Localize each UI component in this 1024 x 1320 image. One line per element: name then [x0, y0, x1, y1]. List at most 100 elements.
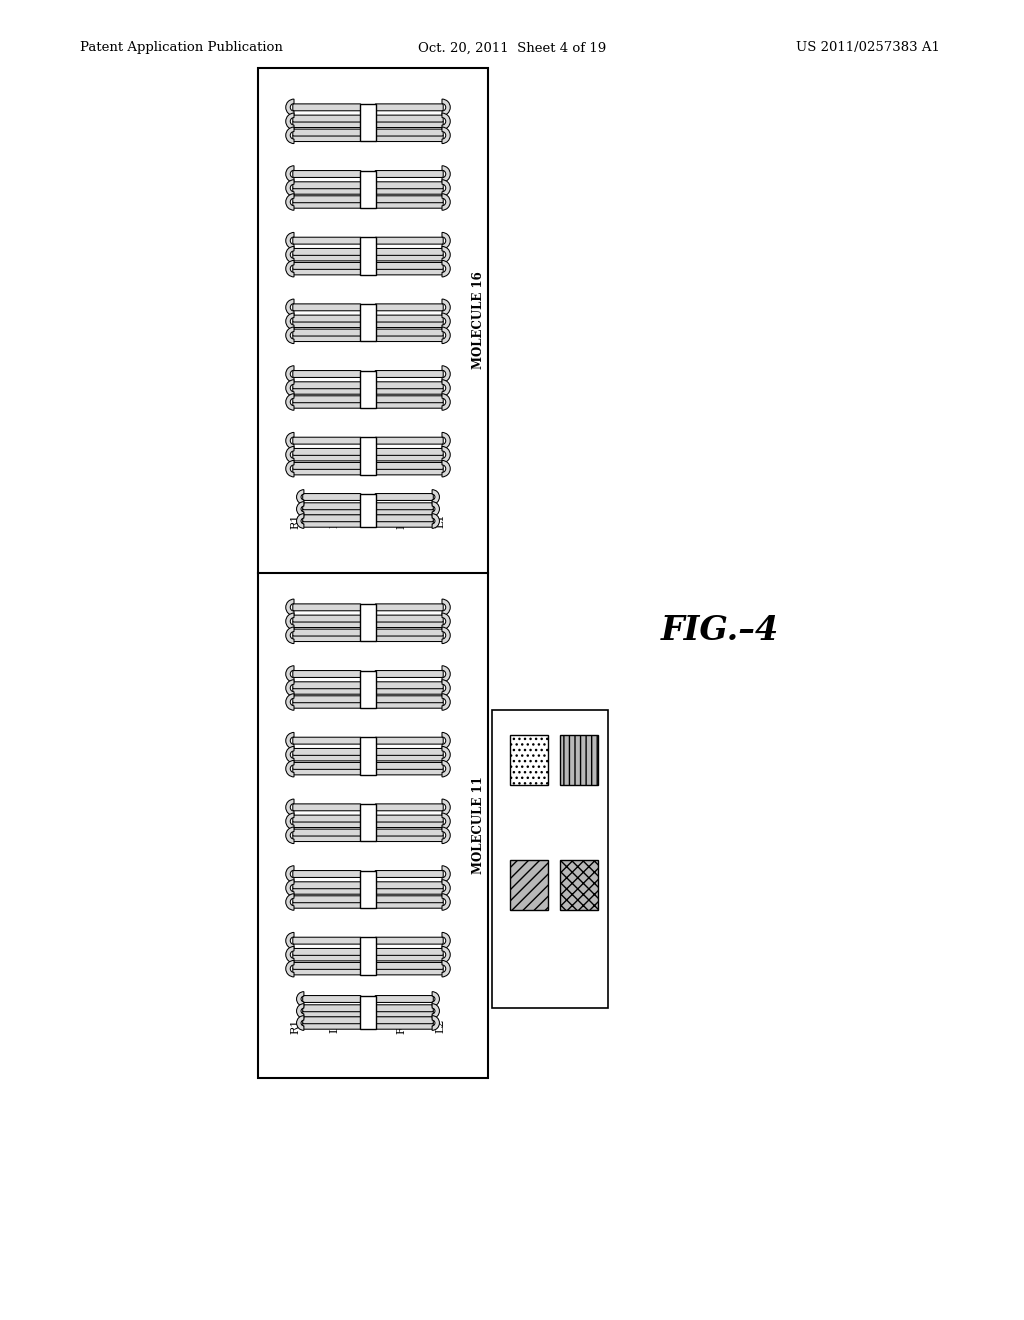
- Text: R2: R2: [396, 1018, 407, 1034]
- FancyBboxPatch shape: [375, 834, 443, 842]
- FancyBboxPatch shape: [293, 696, 361, 702]
- Bar: [360, 494, 376, 527]
- FancyBboxPatch shape: [375, 520, 433, 527]
- FancyBboxPatch shape: [293, 804, 361, 810]
- FancyBboxPatch shape: [293, 401, 361, 408]
- Wedge shape: [286, 879, 294, 896]
- Bar: [492, 710, 608, 1008]
- FancyBboxPatch shape: [293, 896, 361, 903]
- FancyBboxPatch shape: [375, 454, 443, 461]
- FancyBboxPatch shape: [303, 508, 361, 515]
- FancyBboxPatch shape: [303, 1005, 361, 1011]
- Wedge shape: [286, 366, 294, 383]
- FancyBboxPatch shape: [303, 1016, 361, 1024]
- Text: MOLECULE 11: MOLECULE 11: [471, 776, 484, 874]
- FancyBboxPatch shape: [293, 630, 361, 636]
- Wedge shape: [442, 599, 451, 615]
- Wedge shape: [286, 127, 294, 144]
- Wedge shape: [442, 260, 451, 277]
- Bar: [360, 804, 376, 841]
- Wedge shape: [286, 680, 294, 696]
- Text: GREEN: GREEN: [524, 789, 534, 833]
- FancyBboxPatch shape: [375, 387, 443, 395]
- FancyBboxPatch shape: [303, 520, 361, 527]
- FancyBboxPatch shape: [293, 129, 361, 136]
- Wedge shape: [442, 932, 451, 949]
- Text: Patent Application Publication: Patent Application Publication: [80, 41, 283, 54]
- FancyBboxPatch shape: [293, 968, 361, 975]
- FancyBboxPatch shape: [375, 768, 443, 775]
- FancyBboxPatch shape: [375, 401, 443, 408]
- Text: Oct. 20, 2011  Sheet 4 of 19: Oct. 20, 2011 Sheet 4 of 19: [418, 41, 606, 54]
- Wedge shape: [297, 1003, 304, 1018]
- FancyBboxPatch shape: [375, 182, 443, 189]
- Wedge shape: [432, 991, 439, 1006]
- FancyBboxPatch shape: [375, 887, 443, 894]
- Bar: [360, 871, 376, 908]
- FancyBboxPatch shape: [293, 449, 361, 455]
- Wedge shape: [286, 733, 294, 748]
- Bar: [258, 69, 488, 1078]
- FancyBboxPatch shape: [303, 995, 361, 1002]
- Wedge shape: [286, 300, 294, 315]
- Text: RED: RED: [524, 915, 534, 941]
- Wedge shape: [442, 813, 451, 829]
- FancyBboxPatch shape: [375, 195, 443, 203]
- Bar: [360, 304, 376, 342]
- FancyBboxPatch shape: [293, 748, 361, 755]
- FancyBboxPatch shape: [375, 494, 433, 500]
- FancyBboxPatch shape: [293, 329, 361, 337]
- Wedge shape: [442, 366, 451, 383]
- Wedge shape: [442, 327, 451, 343]
- FancyBboxPatch shape: [375, 737, 443, 744]
- FancyBboxPatch shape: [375, 754, 443, 760]
- FancyBboxPatch shape: [293, 754, 361, 760]
- Wedge shape: [286, 380, 294, 396]
- FancyBboxPatch shape: [293, 635, 361, 642]
- FancyBboxPatch shape: [293, 238, 361, 244]
- FancyBboxPatch shape: [293, 187, 361, 194]
- Wedge shape: [442, 828, 451, 843]
- FancyBboxPatch shape: [303, 1010, 361, 1018]
- FancyBboxPatch shape: [375, 381, 443, 388]
- Wedge shape: [442, 680, 451, 696]
- Wedge shape: [286, 166, 294, 182]
- FancyBboxPatch shape: [293, 268, 361, 275]
- FancyBboxPatch shape: [375, 688, 443, 694]
- Wedge shape: [286, 433, 294, 449]
- FancyBboxPatch shape: [375, 135, 443, 141]
- FancyBboxPatch shape: [303, 1022, 361, 1030]
- Bar: [360, 238, 376, 275]
- FancyBboxPatch shape: [375, 763, 443, 770]
- FancyBboxPatch shape: [375, 248, 443, 255]
- Text: FIG.–4: FIG.–4: [660, 614, 779, 647]
- Wedge shape: [432, 502, 439, 516]
- Text: L2: L2: [435, 1019, 445, 1034]
- FancyBboxPatch shape: [375, 1005, 433, 1011]
- FancyBboxPatch shape: [375, 896, 443, 903]
- Wedge shape: [442, 961, 451, 977]
- FancyBboxPatch shape: [293, 182, 361, 189]
- FancyBboxPatch shape: [375, 335, 443, 342]
- Bar: [360, 738, 376, 775]
- FancyBboxPatch shape: [293, 371, 361, 378]
- Wedge shape: [442, 99, 451, 116]
- Wedge shape: [286, 599, 294, 615]
- Wedge shape: [286, 99, 294, 116]
- FancyBboxPatch shape: [293, 671, 361, 677]
- FancyBboxPatch shape: [293, 834, 361, 842]
- Wedge shape: [442, 194, 451, 210]
- Wedge shape: [442, 461, 451, 477]
- Bar: [510, 735, 548, 785]
- FancyBboxPatch shape: [293, 135, 361, 141]
- Bar: [360, 605, 376, 642]
- FancyBboxPatch shape: [293, 615, 361, 622]
- FancyBboxPatch shape: [375, 170, 443, 177]
- FancyBboxPatch shape: [375, 449, 443, 455]
- Wedge shape: [432, 1003, 439, 1018]
- Wedge shape: [286, 894, 294, 911]
- Text: US 2011/0257383 A1: US 2011/0257383 A1: [796, 41, 940, 54]
- FancyBboxPatch shape: [375, 515, 433, 521]
- Text: L1: L1: [435, 513, 445, 528]
- FancyBboxPatch shape: [293, 882, 361, 888]
